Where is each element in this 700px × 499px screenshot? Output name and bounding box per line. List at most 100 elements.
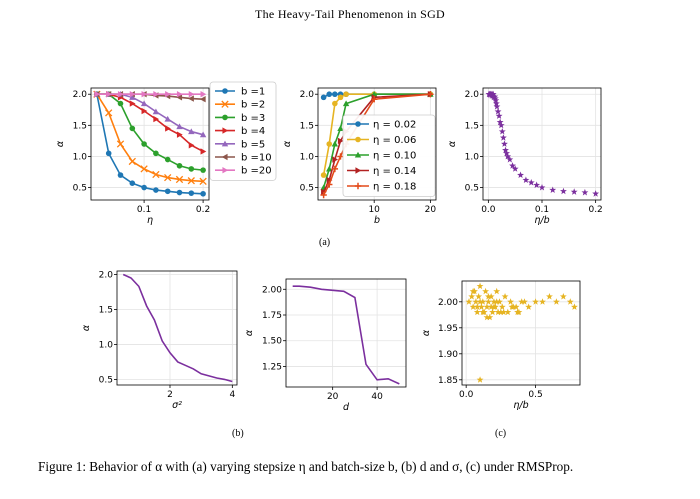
data-point <box>332 100 338 107</box>
data-point <box>106 91 112 98</box>
legend-marker <box>355 136 361 143</box>
data-point <box>566 298 574 305</box>
data-point <box>331 140 339 147</box>
data-point <box>502 146 509 154</box>
chart-a1: 0.1 0.2 0.5 1.0 1.5 2.0 η α b =1 b =2 b =3 b =4 b =5… <box>55 81 277 226</box>
data-point <box>500 308 508 316</box>
data-point <box>518 298 526 305</box>
y-tick-label: 1.5 <box>300 121 314 131</box>
x-tick-label: 10 <box>368 205 380 215</box>
data-point <box>141 141 147 147</box>
series-line <box>96 93 204 153</box>
data-point <box>592 190 600 197</box>
legend-marker <box>222 127 229 134</box>
data-point <box>326 165 333 172</box>
data-point <box>320 172 327 178</box>
y-tick-label: 1.85 <box>438 376 458 386</box>
data-point <box>153 115 160 123</box>
data-point <box>332 156 339 163</box>
y-tick-label: 1.0 <box>465 152 480 162</box>
data-point <box>152 170 160 179</box>
legend-label: b =2 <box>241 100 265 111</box>
plot-frame <box>285 278 407 388</box>
data-point <box>326 91 333 98</box>
data-point <box>199 177 207 185</box>
x-tick-label: 0.0 <box>481 205 496 215</box>
plot-frame <box>461 280 581 386</box>
data-point <box>570 188 578 195</box>
series-1 <box>465 282 578 383</box>
data-point <box>487 303 495 310</box>
legend-marker <box>222 114 228 121</box>
legend-marker <box>222 167 229 174</box>
panel-label-a: (a) <box>319 237 331 248</box>
data-point <box>476 282 484 290</box>
data-point <box>494 108 502 115</box>
legend-box <box>342 114 436 197</box>
data-point <box>129 125 136 132</box>
data-point <box>326 176 333 184</box>
data-point <box>491 93 499 100</box>
data-point <box>539 298 546 305</box>
legend: b =1 b =2 b =3 b =4 b =5 b =10 b =20 <box>209 81 277 181</box>
data-point <box>504 152 512 160</box>
data-point <box>188 166 195 172</box>
data-point <box>473 303 481 310</box>
data-point <box>164 173 172 182</box>
data-point <box>482 287 490 295</box>
legend-label: η = 0.06 <box>373 135 416 146</box>
data-point <box>94 91 101 98</box>
data-point <box>200 91 207 98</box>
data-point <box>187 177 195 185</box>
series-line <box>122 273 233 383</box>
data-point <box>105 150 112 157</box>
y-tick-label: 1.25 <box>262 362 282 372</box>
x-axis-label: d <box>343 402 350 413</box>
data-point <box>504 308 512 316</box>
data-point <box>153 187 159 193</box>
figure-caption: Figure 1: Behavior of α with (a) varying… <box>38 459 678 475</box>
data-point <box>337 94 344 101</box>
data-point <box>331 165 339 173</box>
y-tick-label: 1.5 <box>99 305 113 315</box>
y-axis-label: α <box>421 329 432 336</box>
legend-label: b =3 <box>241 113 265 124</box>
x-axis-label: b <box>374 215 380 226</box>
series-1 <box>94 91 206 197</box>
y-tick-label: 0.5 <box>73 184 87 194</box>
data-point <box>509 162 516 169</box>
x-tick-label: 20 <box>327 392 339 402</box>
series-line <box>292 285 400 385</box>
y-tick-label: 1.0 <box>300 152 315 162</box>
data-point <box>326 181 333 188</box>
data-point <box>549 186 557 193</box>
data-point <box>320 94 327 101</box>
chart-c: 0.0 0.5 1.85 1.90 1.95 2.00 η/b α <box>421 280 581 411</box>
legend-label: b =5 <box>241 139 265 150</box>
data-point <box>199 96 206 103</box>
data-point <box>473 308 481 316</box>
x-tick-label: 4 <box>229 390 235 400</box>
legend-marker <box>222 88 228 94</box>
data-point <box>478 303 485 310</box>
data-point <box>493 287 501 295</box>
data-point <box>514 308 521 316</box>
data-point <box>129 91 136 98</box>
data-point <box>560 187 567 195</box>
y-tick-label: 2.00 <box>262 285 282 295</box>
data-point <box>521 298 528 305</box>
plot-frame <box>317 87 437 201</box>
series-2 <box>93 90 207 185</box>
data-point <box>484 293 492 300</box>
data-point <box>487 293 495 300</box>
data-point <box>129 100 136 107</box>
data-point <box>538 183 546 191</box>
data-point <box>508 303 516 310</box>
data-point <box>503 149 511 157</box>
panel-label-b: (b) <box>232 428 244 439</box>
y-tick-label: 2.00 <box>438 298 458 308</box>
y-axis-label: α <box>244 329 255 336</box>
data-point <box>512 303 520 310</box>
data-point <box>492 99 500 107</box>
